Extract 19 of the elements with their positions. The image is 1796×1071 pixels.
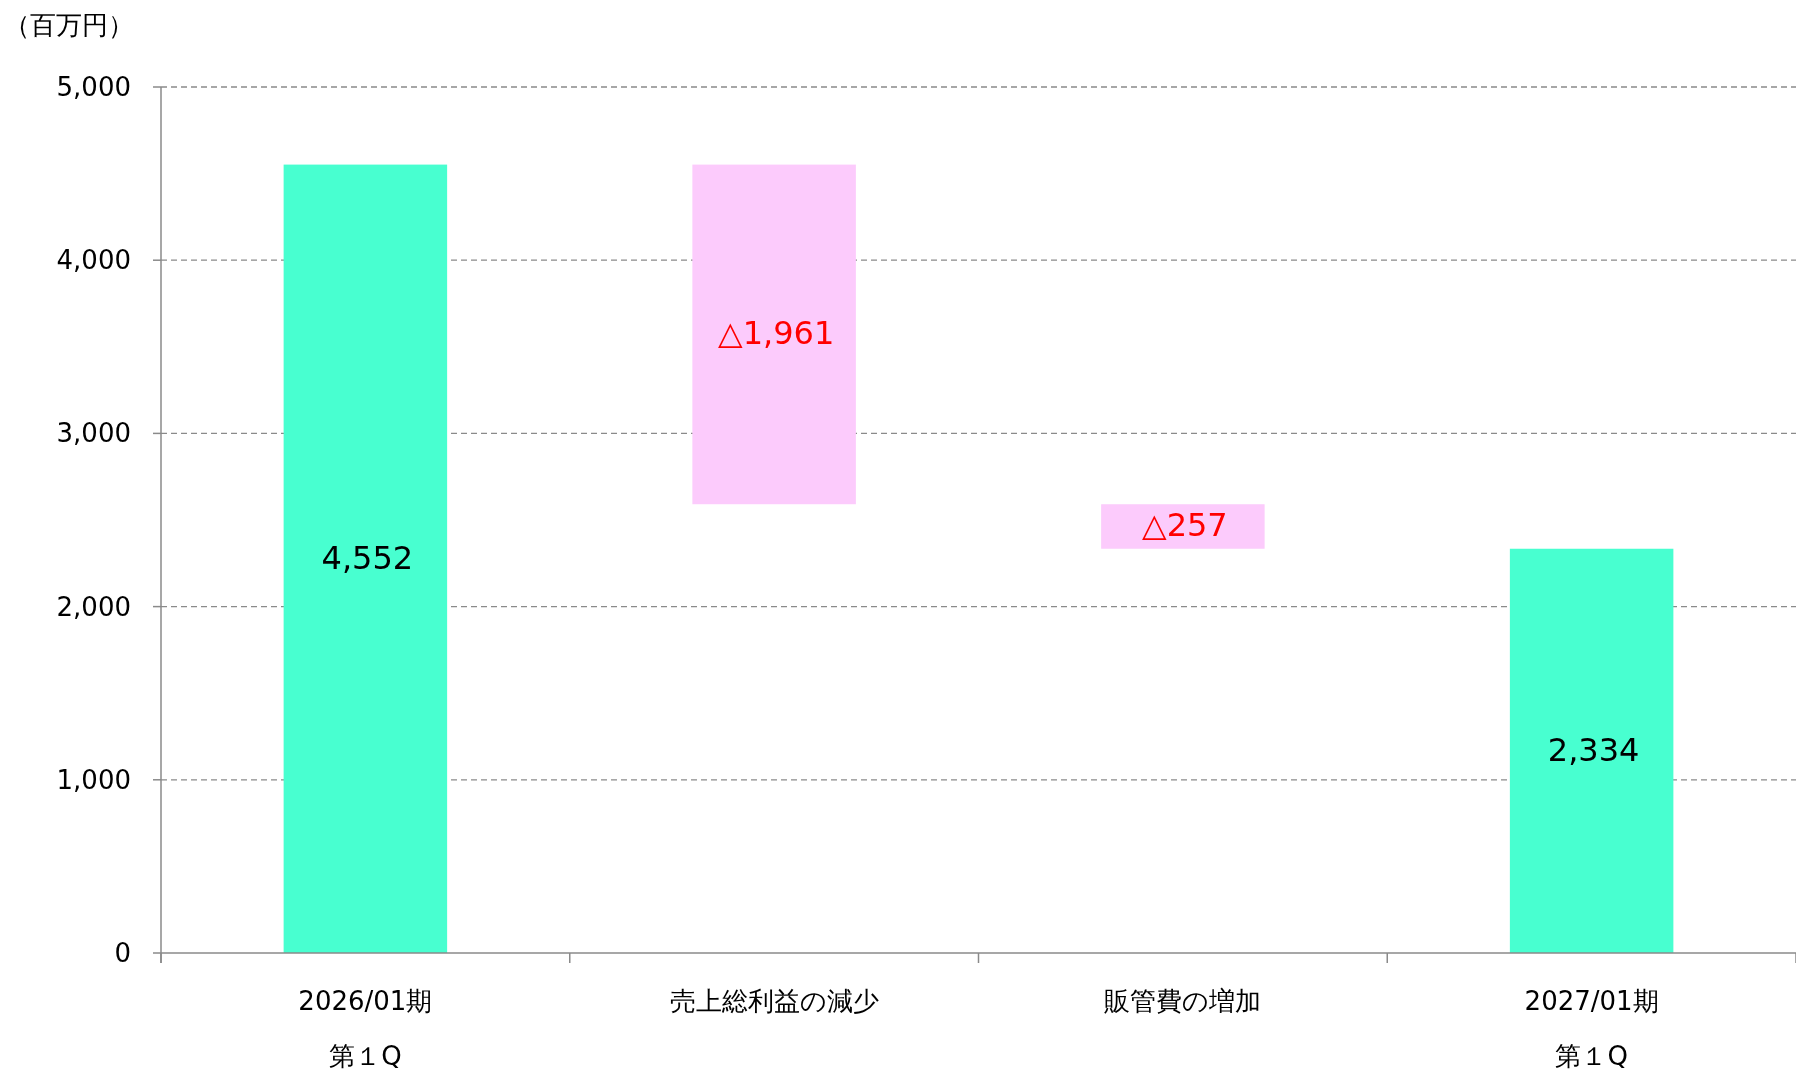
data-label: 2,334 [1547, 730, 1640, 769]
x-tick-label: 2027/01期第１Q [1524, 986, 1659, 1071]
y-tick-label: 3,000 [56, 418, 131, 449]
data-label: △257 [1142, 506, 1228, 545]
y-tick-label: 5,000 [56, 72, 131, 102]
bar [283, 164, 448, 953]
data-label: △1,961 [718, 314, 835, 353]
y-axis-title: （百万円） [4, 10, 134, 40]
data-label: 4,552 [321, 538, 414, 577]
y-tick-label: 0 [114, 938, 131, 968]
x-tick-label: 2026/01期第１Q [298, 986, 433, 1071]
y-tick-label: 2,000 [56, 591, 131, 622]
bar [692, 164, 856, 505]
x-tick-label: 売上総利益の減少 [669, 986, 879, 1016]
bar [1509, 548, 1674, 953]
y-tick-label: 1,000 [56, 764, 131, 795]
y-tick-label: 4,000 [56, 245, 131, 276]
x-tick-label: 販管費の増加 [1104, 986, 1262, 1016]
bar [1101, 504, 1265, 549]
